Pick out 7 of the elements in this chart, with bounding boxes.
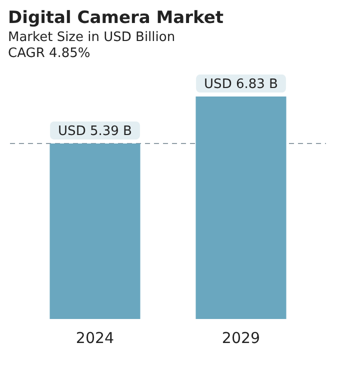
x-tick-label: 2024 (76, 328, 114, 347)
chart-subtitle: Market Size in USD Billion (8, 30, 176, 45)
data-label: USD 6.83 B (204, 76, 278, 92)
text: CAGR 4.85% (8, 46, 92, 61)
chart-title: Digital Camera Market (8, 8, 225, 28)
data-label: USD 5.39 B (58, 124, 132, 139)
x-tick-label: 2029 (222, 328, 260, 347)
